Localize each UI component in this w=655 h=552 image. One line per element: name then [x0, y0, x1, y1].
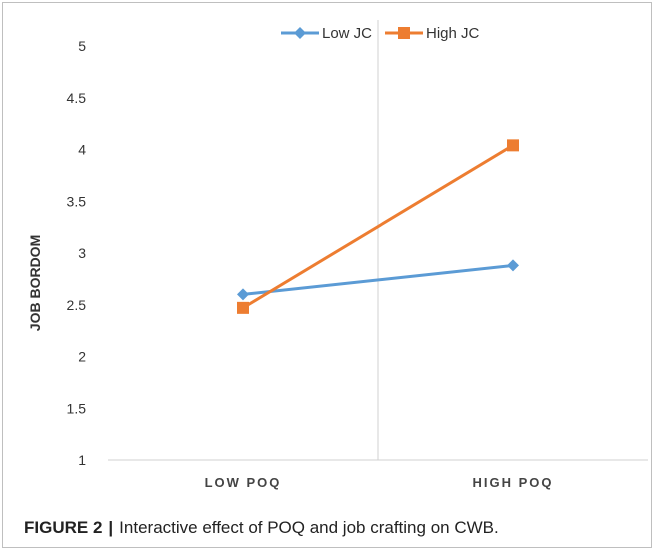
caption-text: Interactive effect of POQ and job crafti…: [119, 518, 499, 537]
y-tick-label: 1.5: [67, 400, 87, 416]
series-low-jc: [237, 259, 519, 301]
legend-label: High JC: [426, 25, 480, 42]
data-point: [507, 259, 519, 272]
y-tick-label: 4: [78, 142, 86, 158]
y-tick-label: 5: [78, 38, 86, 54]
series-line: [242, 263, 514, 296]
y-axis-label: JOB BORDOM: [27, 235, 43, 331]
y-tick-label: 4.5: [67, 90, 87, 106]
figure-caption: FIGURE 2 | Interactive effect of POQ and j…: [24, 518, 499, 538]
series-layer: [237, 139, 519, 314]
data-point: [237, 288, 249, 301]
legend-marker: [398, 27, 410, 39]
legend: Low JC High JC: [281, 25, 480, 42]
data-point: [507, 139, 519, 152]
y-tick-label: 1: [78, 452, 86, 468]
legend-label: Low JC: [322, 25, 372, 42]
y-tick-label: 2.5: [67, 297, 87, 313]
x-tick-label: LOW POQ: [205, 475, 282, 490]
y-tick-label: 2: [78, 349, 86, 365]
y-tick-labels: 1 1.5 2 2.5 3 3.5 4 4.5 5: [67, 38, 87, 468]
figure-number: FIGURE 2: [24, 518, 103, 537]
series-high-jc: [237, 139, 519, 314]
x-tick-label: HIGH POQ: [472, 475, 553, 490]
data-point: [237, 301, 249, 314]
x-tick-labels: LOW POQ HIGH POQ: [205, 475, 553, 490]
y-tick-label: 3: [78, 245, 86, 261]
series-line: [242, 144, 514, 310]
y-tick-label: 3.5: [67, 193, 87, 209]
caption-separator: |: [108, 518, 114, 537]
legend-marker: [294, 27, 306, 39]
